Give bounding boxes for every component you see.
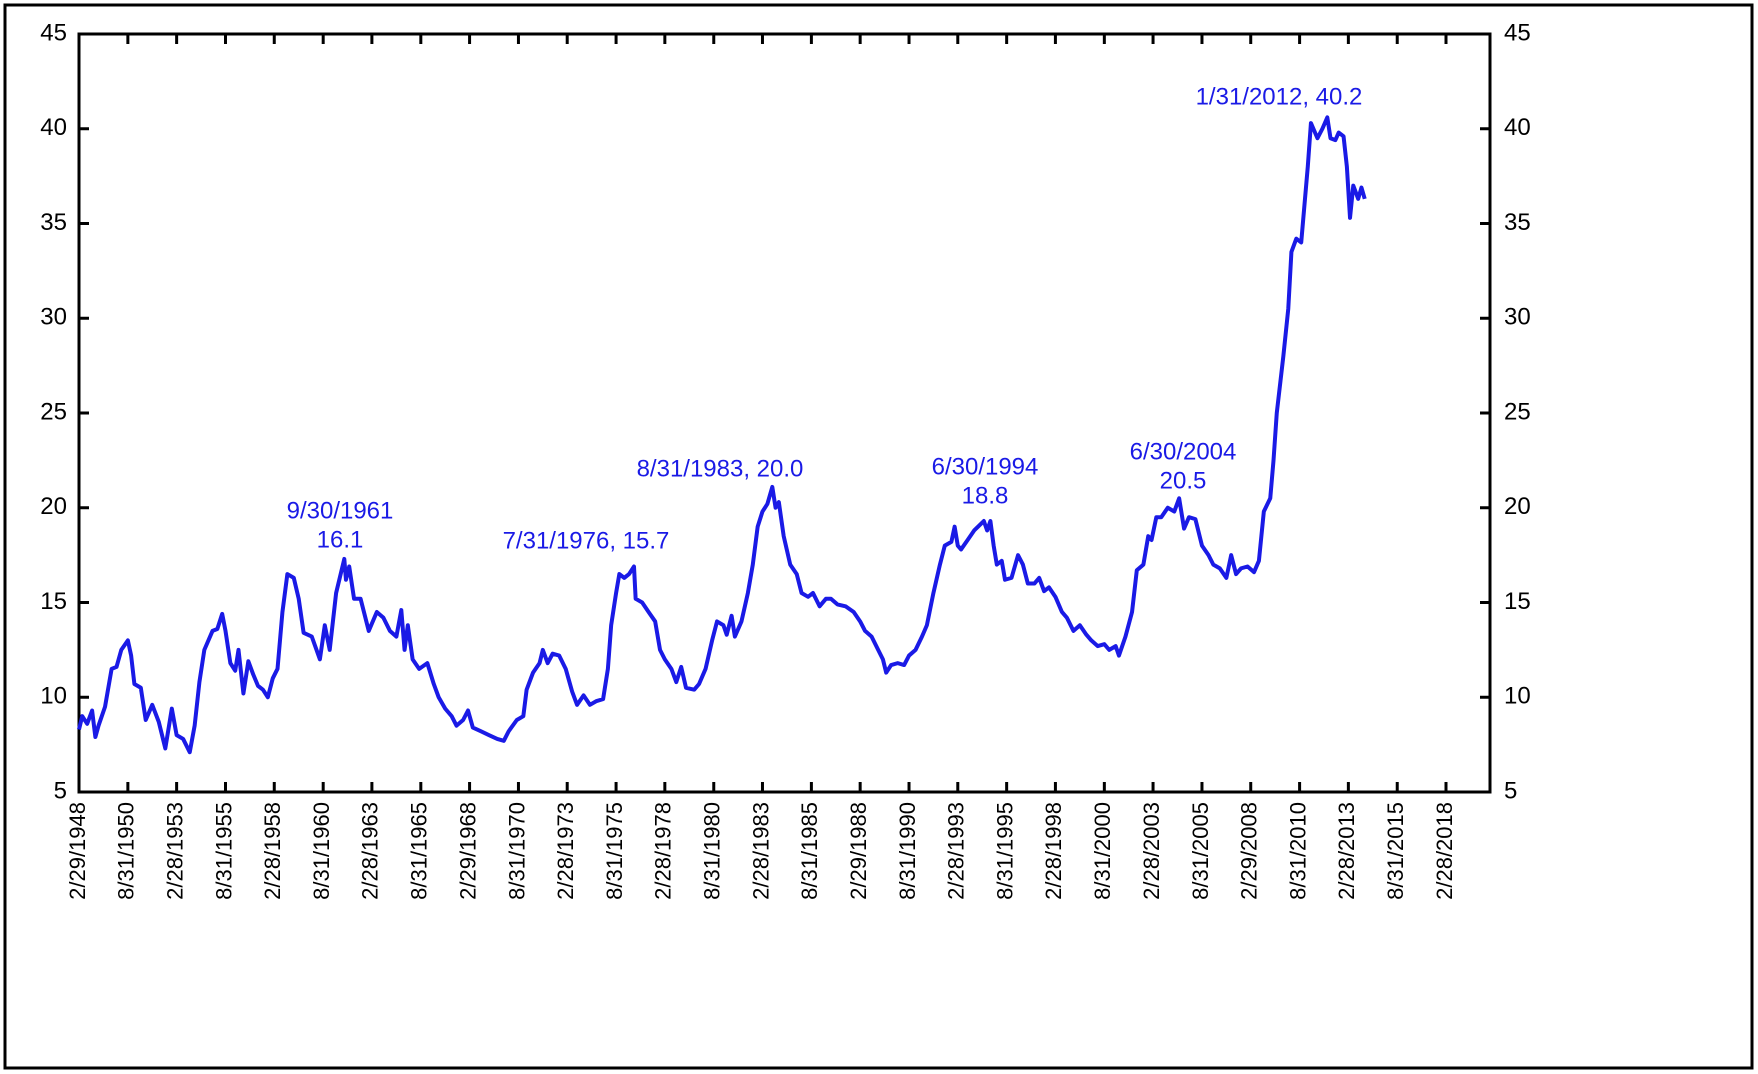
x-tick-label: 2/28/1963 [358,802,383,900]
y-tick-label: 15 [40,588,67,615]
x-tick-label: 8/31/1980 [700,802,725,900]
y2-tick-label: 10 [1504,683,1531,710]
x-tick-label: 2/28/2018 [1432,802,1457,900]
x-tick-label: 2/28/2013 [1334,802,1359,900]
annotation: 6/30/2004 [1130,438,1237,465]
x-tick-label: 8/31/2015 [1383,802,1408,900]
x-tick-label: 2/28/1978 [651,802,676,900]
annotation: 16.1 [317,526,364,553]
x-tick-label: 8/31/1960 [309,802,334,900]
y-tick-label: 30 [40,304,67,331]
annotation: 9/30/1961 [287,497,394,524]
y-tick-label: 35 [40,209,67,236]
annotation: 1/31/2012, 40.2 [1196,83,1363,110]
y2-tick-label: 15 [1504,588,1531,615]
x-tick-label: 8/31/2000 [1090,802,1115,900]
annotation: 7/31/1976, 15.7 [503,527,670,554]
x-tick-label: 8/31/2010 [1285,802,1310,900]
x-tick-label: 2/28/1993 [944,802,969,900]
y2-tick-label: 20 [1504,493,1531,520]
annotation: 8/31/1983, 20.0 [637,455,804,482]
y2-tick-label: 5 [1504,777,1517,804]
x-tick-label: 2/28/1958 [260,802,285,900]
annotation: 6/30/1994 [932,453,1039,480]
annotation: 20.5 [1160,467,1207,494]
y-tick-label: 25 [40,398,67,425]
x-tick-label: 2/29/1948 [65,802,90,900]
y-tick-label: 5 [54,777,67,804]
x-tick-label: 2/28/1983 [748,802,773,900]
y2-tick-label: 30 [1504,304,1531,331]
x-tick-label: 8/31/1965 [407,802,432,900]
data-line [77,115,1367,755]
x-tick-label: 8/31/1975 [602,802,627,900]
x-tick-label: 8/31/1970 [504,802,529,900]
x-tick-label: 2/28/1953 [162,802,187,900]
x-tick-label: 8/31/1995 [992,802,1017,900]
x-tick-label: 8/31/1990 [895,802,920,900]
x-tick-label: 2/29/1988 [846,802,871,900]
y2-tick-label: 25 [1504,398,1531,425]
y2-tick-label: 45 [1504,19,1531,46]
x-tick-label: 8/31/2005 [1188,802,1213,900]
x-tick-label: 2/28/1998 [1041,802,1066,900]
y-tick-label: 40 [40,114,67,141]
frame [3,3,1754,1070]
y2-tick-label: 40 [1504,114,1531,141]
x-tick-label: 2/29/1968 [455,802,480,900]
x-tick-label: 2/28/2003 [1139,802,1164,900]
y2-tick-label: 35 [1504,209,1531,236]
x-tick-label: 2/29/2008 [1237,802,1262,900]
y-tick-label: 20 [40,493,67,520]
y-tick-label: 45 [40,19,67,46]
y-tick-label: 10 [40,683,67,710]
x-tick-label: 8/31/1955 [211,802,236,900]
annotation: 18.8 [962,482,1009,509]
x-tick-label: 8/31/1950 [114,802,139,900]
x-tick-label: 2/28/1973 [553,802,578,900]
x-tick-label: 8/31/1985 [797,802,822,900]
